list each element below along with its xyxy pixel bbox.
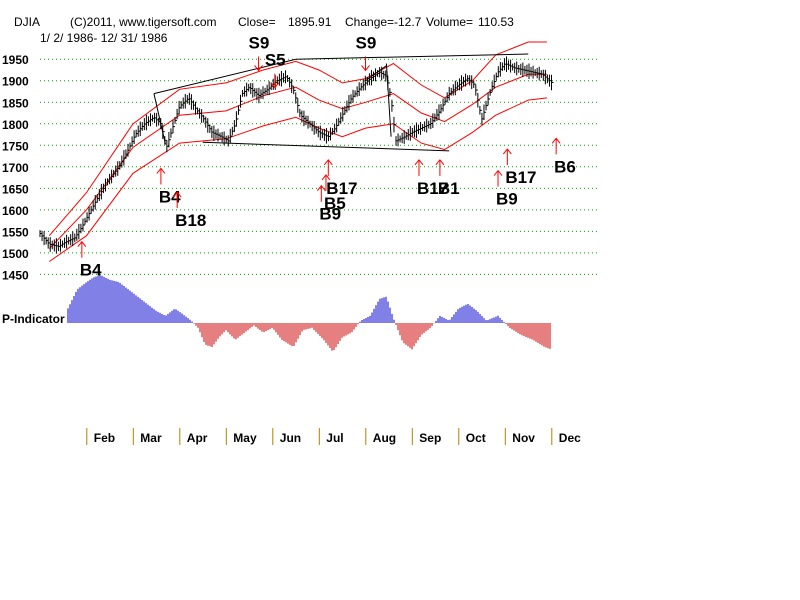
signal-arrow-up [77,240,87,258]
volume-label: Volume= [426,15,473,29]
change-label: Change= [345,15,394,29]
signal-label-b4: B4 [159,187,181,206]
signal-arrow-up [323,159,333,176]
trendline [295,53,529,60]
signal-label-b4: B4 [80,261,102,280]
trendlines [153,53,529,152]
signal-label-b6: B6 [554,157,576,176]
signal-label-b1: B1 [438,179,460,198]
y-axis-ticks: 1450 1500 1550 1600 1650 1700 1750 1800 1850 1900… [2,53,29,282]
lower-band-line [49,97,547,262]
gridlines [40,58,598,275]
volume-value: 110.53 [478,15,514,29]
signal-label-b5: B5 [324,194,346,213]
month-label-apr: Apr [187,431,208,445]
signal-label-s9: S9 [356,33,377,52]
y-tick-label: 1900 [2,75,29,89]
upper-band-line [48,41,547,237]
month-label-jun: Jun [280,431,301,445]
trendline [153,93,167,145]
y-tick-label: 1500 [2,247,29,261]
month-label-jul: Jul [326,431,343,445]
month-label-mar: Mar [140,431,162,445]
y-tick-label: 1650 [2,182,29,196]
close-value: 1895.91 [288,15,332,29]
month-label-sep: Sep [419,431,441,445]
signal-label-s5: S5 [265,51,286,70]
signal-label-b17: B17 [326,179,357,198]
y-tick-label: 1450 [2,268,29,282]
signal-arrow-up [321,174,331,191]
price-bands [48,41,547,262]
price-bars [39,56,554,254]
signal-arrow-up [156,167,166,185]
signal-arrow-up [316,184,326,202]
y-tick-label: 1950 [2,53,29,67]
indicator-label: P-Indicator [2,312,65,326]
copyright-label: (C)2011, www.tigersoft.com [70,15,217,29]
p-indicator-histogram [67,275,551,351]
trendline [385,63,392,137]
signal-arrow-up [414,159,424,176]
change-value: -12.7 [394,15,422,29]
month-label-may: May [233,431,257,445]
month-axis: Feb Mar Apr May Jun Jul Aug Sep Oct Nov Dec [86,428,581,445]
signal-label-s9: S9 [249,33,270,52]
signal-label-b9: B9 [496,190,518,209]
signal-arrow-up [502,148,512,166]
month-label-nov: Nov [512,431,535,445]
month-label-feb: Feb [94,431,115,445]
signal-arrow-up [172,191,182,209]
y-tick-label: 1850 [2,96,29,110]
signal-label-b17: B17 [417,179,448,198]
y-tick-label: 1800 [2,118,29,132]
signal-label-b9: B9 [319,205,341,224]
y-tick-label: 1550 [2,225,29,239]
month-label-dec: Dec [559,431,581,445]
y-tick-label: 1700 [2,161,29,175]
signal-arrow-down [270,73,280,89]
y-tick-label: 1600 [2,204,29,218]
trendline [202,141,450,152]
close-label: Close= [238,15,276,29]
month-label-aug: Aug [373,431,396,445]
symbol-label: DJIA [14,15,40,29]
signal-arrow-down [361,56,370,72]
signal-arrow-up [551,137,561,155]
middle-band-line [48,73,547,249]
signal-arrow-up [493,169,503,187]
trendline [153,58,296,95]
signal-label-b18: B18 [175,211,206,230]
y-tick-label: 1750 [2,139,29,153]
signal-label-b17: B17 [505,168,536,187]
date-range-label: 1/ 2/ 1986- 12/ 31/ 1986 [40,31,168,45]
month-label-oct: Oct [466,431,486,445]
signal-arrow-down [254,56,263,72]
signal-arrow-up [435,159,445,176]
